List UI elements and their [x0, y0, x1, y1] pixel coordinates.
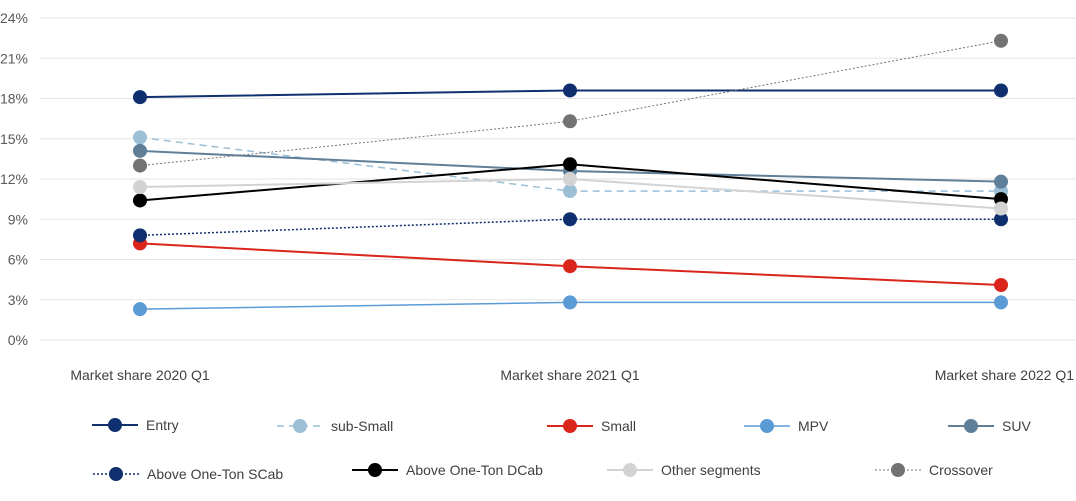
data-point — [133, 130, 147, 145]
y-tick-label: 15% — [0, 131, 28, 147]
data-point — [994, 212, 1008, 227]
legend-item: Entry — [92, 417, 179, 433]
y-tick-label: 3% — [8, 292, 28, 308]
series-line — [139, 218, 1001, 237]
y-tick-label: 9% — [8, 211, 28, 227]
x-axis: Market share 2020 Q1 Market share 2021 Q1… — [70, 367, 1074, 383]
legend-label: Above One-Ton DCab — [406, 462, 543, 478]
data-point — [563, 295, 577, 310]
legend-marker — [109, 467, 123, 481]
data-point — [994, 277, 1008, 292]
legend-label: sub-Small — [331, 418, 393, 434]
legend-marker — [563, 419, 577, 433]
data-point — [133, 228, 147, 243]
x-tick-label: Market share 2020 Q1 — [70, 367, 210, 383]
legend-label: SUV — [1002, 418, 1031, 434]
y-tick-label: 12% — [0, 171, 28, 187]
legend-label: Crossover — [929, 462, 993, 478]
data-point — [994, 33, 1008, 48]
legend-marker — [293, 419, 307, 433]
legend-marker — [964, 419, 978, 433]
legend-label: Other segments — [661, 462, 761, 478]
y-tick-label: 6% — [8, 252, 28, 268]
legend-item: sub-Small — [277, 418, 393, 434]
legend-item: Small — [547, 418, 636, 434]
legend-item: Crossover — [875, 462, 993, 478]
data-point — [133, 193, 147, 208]
legend-marker — [760, 419, 774, 433]
y-tick-label: 0% — [8, 332, 28, 348]
legend: Entry sub-Small Small MPV SUV Above One-Ton S… — [92, 417, 1031, 482]
data-point — [563, 172, 577, 186]
x-tick-label: Market share 2022 Q1 — [935, 367, 1075, 383]
y-tick-label: 24% — [0, 10, 28, 26]
legend-item: SUV — [948, 418, 1031, 434]
data-point — [563, 259, 577, 274]
legend-marker — [108, 418, 122, 432]
legend-item: Above One-Ton SCab — [93, 466, 283, 482]
legend-item: Above One-Ton DCab — [352, 462, 543, 478]
data-point — [133, 90, 147, 105]
legend-marker — [891, 463, 905, 477]
legend-label: MPV — [798, 418, 829, 434]
legend-marker — [368, 463, 382, 477]
data-point — [563, 157, 577, 172]
legend-label: Small — [601, 418, 636, 434]
data-point — [994, 295, 1008, 310]
series-line — [139, 40, 1002, 167]
data-point — [133, 158, 147, 173]
legend-item: Other segments — [607, 462, 761, 478]
x-tick-label: Market share 2021 Q1 — [500, 367, 640, 383]
data-point — [994, 201, 1008, 216]
y-axis: 0% 3% 6% 9% 12% 15% 18% 21% 24% — [0, 10, 28, 348]
data-point — [563, 83, 577, 98]
legend-marker — [623, 463, 637, 477]
data-point — [563, 114, 577, 129]
data-point — [994, 174, 1008, 189]
data-point — [994, 83, 1008, 98]
series-points — [133, 33, 1008, 317]
data-point — [563, 184, 577, 199]
y-tick-label: 18% — [0, 91, 28, 107]
data-point — [563, 212, 577, 227]
data-point — [133, 143, 147, 158]
data-point — [133, 302, 147, 317]
data-point — [133, 180, 147, 195]
legend-label: Above One-Ton SCab — [147, 466, 283, 482]
y-tick-label: 21% — [0, 50, 28, 66]
legend-item: MPV — [744, 418, 829, 434]
legend-label: Entry — [146, 417, 179, 433]
